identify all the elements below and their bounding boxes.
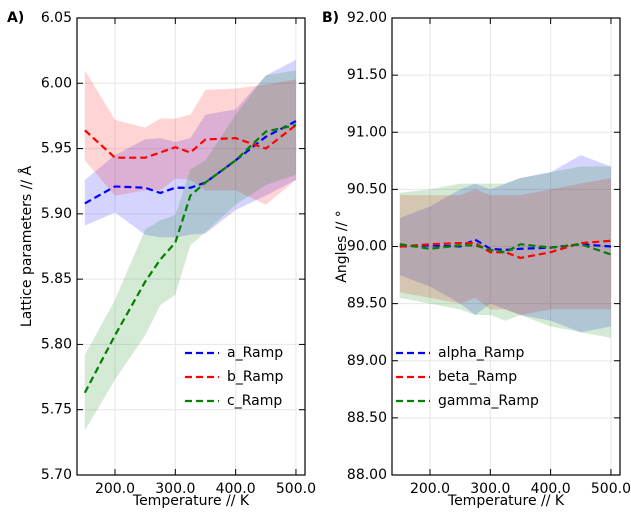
y-tick-label: 89.00: [347, 353, 387, 369]
x-tick-label: 400.0: [531, 481, 571, 497]
x-tick-label: 200.0: [410, 481, 450, 497]
y-axis-label: Lattice parameters // Å: [18, 166, 35, 328]
plot-frame: [391, 17, 621, 476]
y-tick-label: 5.75: [41, 402, 72, 418]
line: [83, 123, 297, 394]
y-axis-label: Angles // °: [334, 210, 350, 282]
panel-label: B): [322, 10, 339, 26]
y-tick-label: 88.00: [347, 467, 387, 483]
x-tick-label: 500.0: [591, 481, 631, 497]
band: [399, 177, 611, 316]
y-tick-label: 5.95: [41, 141, 72, 157]
x-axis-label: Temperature // K: [447, 493, 565, 508]
x-tick-label: 400.0: [216, 481, 256, 497]
y-tick-label: 5.85: [41, 271, 72, 287]
y-tick-label: 90.50: [347, 181, 387, 197]
legend-label: beta_Ramp: [438, 369, 517, 385]
y-tick-label: 88.50: [347, 410, 387, 426]
x-tick-label: 200.0: [95, 481, 135, 497]
legend-label: c_Ramp: [227, 393, 282, 409]
band: [84, 59, 296, 238]
panel-label: A): [7, 10, 24, 26]
band: [84, 70, 296, 431]
band: [399, 166, 611, 338]
y-tick-label: 6.00: [41, 75, 72, 91]
legend-label: a_Ramp: [227, 345, 283, 361]
y-tick-label: 5.90: [41, 206, 72, 222]
y-tick-label: 5.70: [41, 467, 72, 483]
x-axis-label: Temperature // K: [132, 493, 250, 508]
y-tick-label: 6.05: [41, 10, 72, 26]
y-tick-label: 91.50: [347, 67, 387, 83]
x-tick-label: 500.0: [276, 481, 316, 497]
y-tick-label: 92.00: [347, 10, 387, 26]
line: [399, 243, 612, 256]
line: [84, 124, 297, 159]
axes: 88.00 88.50 89.00 89.50 90.00 90.50 91.00 91.50…: [322, 10, 631, 509]
axes: 5.70 5.75 5.80 5.85 5.90 5.95 6.00 6.05 200.0 300…: [7, 10, 316, 509]
y-tick-label: 89.50: [347, 296, 387, 312]
y-tick-label: 90.00: [347, 239, 387, 255]
x-tick-label: 300.0: [155, 481, 195, 497]
y-tick-label: 91.00: [347, 124, 387, 140]
line: [84, 120, 297, 205]
y-tick-label: 5.80: [41, 336, 72, 352]
legend-label: alpha_Ramp: [438, 345, 524, 361]
legend-label: gamma_Ramp: [438, 393, 539, 409]
x-tick-label: 300.0: [470, 481, 510, 497]
plot-frame: [76, 17, 306, 476]
line: [399, 239, 612, 260]
band: [399, 155, 611, 333]
legend-label: b_Ramp: [227, 369, 284, 385]
band: [84, 70, 296, 205]
